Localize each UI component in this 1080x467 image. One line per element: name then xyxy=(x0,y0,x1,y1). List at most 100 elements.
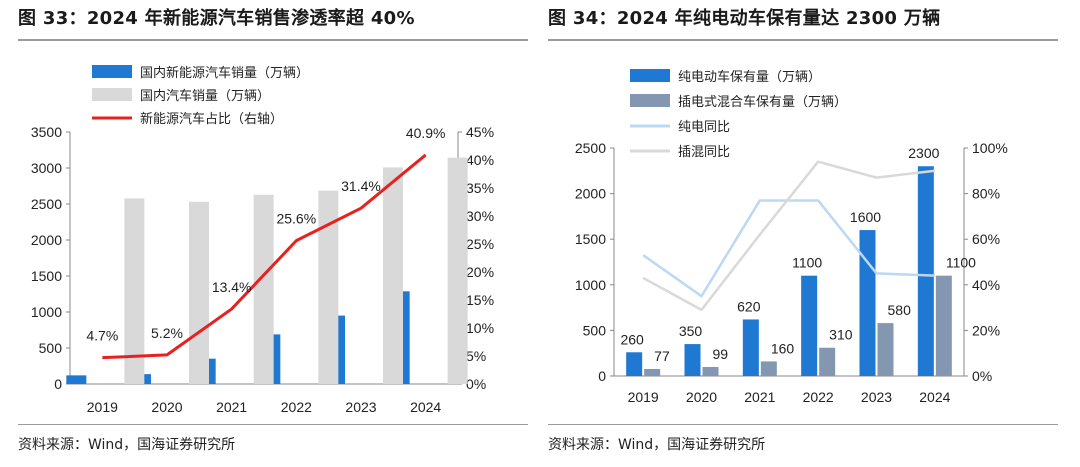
y-left-tick-label: 1500 xyxy=(575,231,606,247)
y-left-tick-label: 2000 xyxy=(31,232,62,248)
bar-secondary xyxy=(702,366,719,376)
line-data-label: 25.6% xyxy=(276,211,316,227)
x-tick-label: 2019 xyxy=(87,399,118,415)
bar-data-label: 1600 xyxy=(850,209,881,225)
bar-secondary xyxy=(253,194,274,384)
y-right-tick-label: 20% xyxy=(466,264,494,280)
bar-primary xyxy=(917,166,934,376)
y-right-tick-label: 45% xyxy=(466,124,494,140)
line-data-label: 31.4% xyxy=(341,178,381,194)
bar-primary xyxy=(684,344,701,376)
y-right-tick-label: 0% xyxy=(466,376,486,392)
y-right-tick-label: 40% xyxy=(466,152,494,168)
y-right-tick-label: 5% xyxy=(466,348,486,364)
legend-swatch xyxy=(630,94,670,107)
line-data-label: 5.2% xyxy=(151,325,183,341)
y-left-tick-label: 500 xyxy=(39,340,63,356)
bar-data-label: 77 xyxy=(654,348,670,364)
x-tick-label: 2021 xyxy=(216,399,247,415)
y-left-tick-label: 1000 xyxy=(31,304,62,320)
x-tick-label: 2019 xyxy=(628,389,659,405)
bar-data-label: 99 xyxy=(713,346,729,362)
legend-swatch xyxy=(92,88,132,101)
line-data-label: 13.4% xyxy=(212,279,252,295)
bar-data-label: 2300 xyxy=(908,145,939,161)
title-divider xyxy=(548,39,1058,41)
bar-secondary xyxy=(447,157,468,384)
y-left-tick-label: 3500 xyxy=(31,124,62,140)
bar-secondary xyxy=(189,201,209,384)
bar-data-label: 1100 xyxy=(946,255,976,271)
legend-label: 国内新能源汽车销量（万辆） xyxy=(140,65,309,80)
y-right-tick-label: 80% xyxy=(972,186,1000,202)
bar-primary xyxy=(66,375,87,384)
chart-source: 资料来源：Wind，国海证券研究所 xyxy=(18,437,236,453)
bar-primary xyxy=(626,352,643,376)
y-left-tick-label: 3000 xyxy=(31,160,62,176)
bar-primary xyxy=(801,275,818,376)
y-right-tick-label: 60% xyxy=(972,231,1000,247)
bar-secondary xyxy=(644,368,661,376)
bar-data-label: 310 xyxy=(829,327,853,343)
x-tick-label: 2023 xyxy=(861,389,892,405)
bar-data-label: 160 xyxy=(771,340,795,356)
x-tick-label: 2023 xyxy=(345,399,376,415)
chart-panel-left: 图 33：2024 年新能源汽车销售渗透率超 40% 0 500 1000 1500 2… xyxy=(18,0,538,467)
series-line xyxy=(642,160,935,312)
bar-secondary xyxy=(760,361,777,376)
y-right-tick-label: 15% xyxy=(466,292,494,308)
y-left-tick-label: 2000 xyxy=(575,186,606,202)
y-left-tick-label: 2500 xyxy=(575,140,606,156)
series-line xyxy=(102,153,427,360)
y-left-tick-label: 2500 xyxy=(31,196,62,212)
legend-label: 插电式混合车保有量（万辆） xyxy=(678,94,847,109)
y-left-tick-label: 0 xyxy=(598,368,606,384)
x-tick-label: 2020 xyxy=(686,389,717,405)
bar-secondary xyxy=(819,347,836,376)
bar-data-label: 580 xyxy=(888,302,912,318)
series-line xyxy=(642,199,935,298)
bar-secondary xyxy=(318,190,339,384)
title-divider xyxy=(18,39,528,41)
bar-data-label: 620 xyxy=(737,298,761,314)
source-divider xyxy=(548,424,1058,425)
bar-secondary xyxy=(124,198,145,384)
bar-data-label: 1100 xyxy=(792,255,822,271)
legend-label: 纯电动车保有量（万辆） xyxy=(678,69,821,84)
y-left-tick-label: 1000 xyxy=(575,277,606,293)
chart-title: 图 33：2024 年新能源汽车销售渗透率超 40% xyxy=(18,8,415,29)
y-left-tick-label: 500 xyxy=(583,322,607,338)
chart-canvas-right: 0 500 1000 1500 2000 2500 0% 20% 40% 60% 80% 100% 20… xyxy=(575,69,1008,405)
legend-label: 新能源汽车占比（右轴） xyxy=(140,111,283,126)
x-tick-label: 2024 xyxy=(410,399,441,415)
x-tick-label: 2022 xyxy=(281,399,312,415)
chart-panel-right: 图 34：2024 年纯电动车保有量达 2300 万辆 0 500 1000 1500… xyxy=(548,0,1068,467)
y-right-tick-label: 40% xyxy=(972,277,1000,293)
chart-source: 资料来源：Wind，国海证券研究所 xyxy=(548,437,766,453)
y-right-tick-label: 30% xyxy=(466,208,494,224)
y-right-tick-label: 20% xyxy=(972,322,1000,338)
y-left-tick-label: 0 xyxy=(54,376,62,392)
bar-data-label: 350 xyxy=(679,323,703,339)
bar-secondary xyxy=(877,323,894,376)
bar-data-label: 260 xyxy=(620,331,644,347)
legend-label: 纯电同比 xyxy=(678,119,730,134)
x-tick-label: 2020 xyxy=(151,399,182,415)
bar-primary xyxy=(742,319,759,376)
y-right-tick-label: 10% xyxy=(466,320,494,336)
line-data-label: 4.7% xyxy=(86,328,118,344)
chart-title: 图 34：2024 年纯电动车保有量达 2300 万辆 xyxy=(548,8,941,29)
y-left-tick-label: 1500 xyxy=(31,268,62,284)
bar-primary xyxy=(859,230,876,376)
y-right-tick-label: 0% xyxy=(972,368,992,384)
x-tick-label: 2021 xyxy=(744,389,775,405)
y-right-tick-label: 100% xyxy=(972,140,1008,156)
bar-secondary xyxy=(935,275,952,376)
legend-swatch xyxy=(92,65,132,78)
x-tick-label: 2024 xyxy=(919,389,950,405)
legend-label: 国内汽车销量（万辆） xyxy=(140,88,270,103)
legend-label: 插混同比 xyxy=(678,144,730,159)
bar-secondary xyxy=(383,167,403,384)
chart-canvas-left: 0 500 1000 1500 2000 2500 3000 3500 0% 5% 10% 15% 20… xyxy=(31,65,494,415)
line-data-label: 40.9% xyxy=(406,125,446,141)
